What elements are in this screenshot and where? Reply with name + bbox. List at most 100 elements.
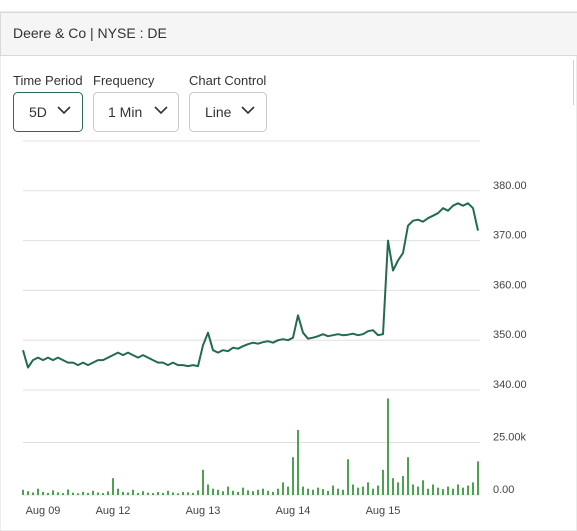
volume-bar [232,490,234,495]
volume-bar [277,488,279,495]
chart: 340.00 350.00 360.00 370.00 380.00 0.00 25.00k… [22,140,527,517]
dropdown-value[interactable]: 5D [29,104,47,120]
volume-bar [432,484,434,495]
dropdown-box[interactable] [93,92,179,132]
volume-bar [137,492,139,495]
volume-bar [457,484,459,495]
volume-bar [317,487,319,495]
volume-bar [272,491,274,495]
volume-bar [287,486,289,495]
volume-bar [77,493,79,495]
volume-bar [262,488,264,495]
control-label: Time Period [13,73,83,88]
volume-bar [87,492,89,495]
y2-tick-label: 0.00 [493,484,514,496]
volume-bar [332,485,334,495]
x-tick-label: Aug 13 [186,505,221,517]
volume-bar [417,486,419,495]
volume-bar [162,492,164,495]
volume-bar [247,490,249,495]
volume-bar [82,491,84,495]
volume-bar [122,491,124,495]
volume-bar [127,492,129,495]
volume-bar [307,488,309,495]
volume-bar [372,488,374,495]
volume-bar [167,490,169,495]
volume-bar [142,491,144,495]
volume-bar [437,487,439,495]
volume-bar [177,493,179,495]
y2-tick-label: 25.00k [493,432,527,444]
volume-bar [242,487,244,495]
volume-bar [292,457,294,495]
volume-bar [462,487,464,495]
volume-bar [452,488,454,495]
volume-bar [112,478,114,495]
volume-bar [357,487,359,495]
volume-bar [107,491,109,495]
volume-bar [422,480,424,495]
volume-bar [37,488,39,495]
dropdown-value[interactable]: 1 Min [108,104,142,120]
volume-bar [382,469,384,495]
volume-bar [342,489,344,495]
volume-bar [352,484,354,495]
volume-bar [132,489,134,495]
volume-bar [117,488,119,495]
volume-bar [347,459,349,495]
volume-bar [62,493,64,495]
volume-bar [447,486,449,495]
volume-bar [327,490,329,495]
volume-bar [222,491,224,495]
volume-bar [22,489,24,495]
dropdown[interactable]: Line [189,92,267,132]
volume-bar [282,482,284,495]
volume-bar [237,491,239,495]
x-tick-label: Aug 15 [366,505,401,517]
volume-bar [477,461,479,495]
volume-bar [97,492,99,495]
volume-bar [337,488,339,495]
header-bar [0,12,577,56]
volume-bar [172,492,174,495]
volume-bar [407,457,409,495]
volume-bar [57,492,59,495]
dropdown-value[interactable]: Line [205,104,232,120]
y-tick-label: 380.00 [493,180,527,192]
volume-bar [322,489,324,495]
y-tick-label: 340.00 [493,379,527,391]
volume-bar [32,492,34,495]
volume-bar [267,490,269,495]
volume-bar [182,491,184,495]
volume-bar [227,486,229,495]
volume-bar [297,429,299,495]
volume-bar [397,482,399,495]
volume-bar [192,492,194,495]
volume-bar [257,489,259,495]
dropdown-box[interactable] [13,92,83,132]
volume-bar [72,492,74,495]
volume-bar [412,484,414,495]
x-tick-label: Aug 09 [26,505,61,517]
y-tick-label: 350.00 [493,329,527,341]
volume-bar [27,491,29,495]
volume-bar [152,493,154,495]
volume-bar [392,478,394,495]
volume-bar [362,486,364,495]
volume-bar [312,489,314,495]
volume-bar [367,482,369,495]
dropdown[interactable]: 5D [13,92,83,132]
dropdown-box[interactable] [189,92,267,132]
price-line [22,202,479,369]
dropdown[interactable]: 1 Min [93,92,179,132]
volume-bar [197,490,199,495]
y-tick-label: 370.00 [493,230,527,242]
control-label: Chart Control [189,73,266,88]
volume-bar [102,493,104,495]
x-tick-label: Aug 12 [96,505,131,517]
x-tick-label: Aug 14 [276,505,311,517]
volume-bar [147,492,149,495]
volume-bar [202,469,204,495]
control-label: Frequency [93,73,155,88]
volume-bar [212,488,214,495]
